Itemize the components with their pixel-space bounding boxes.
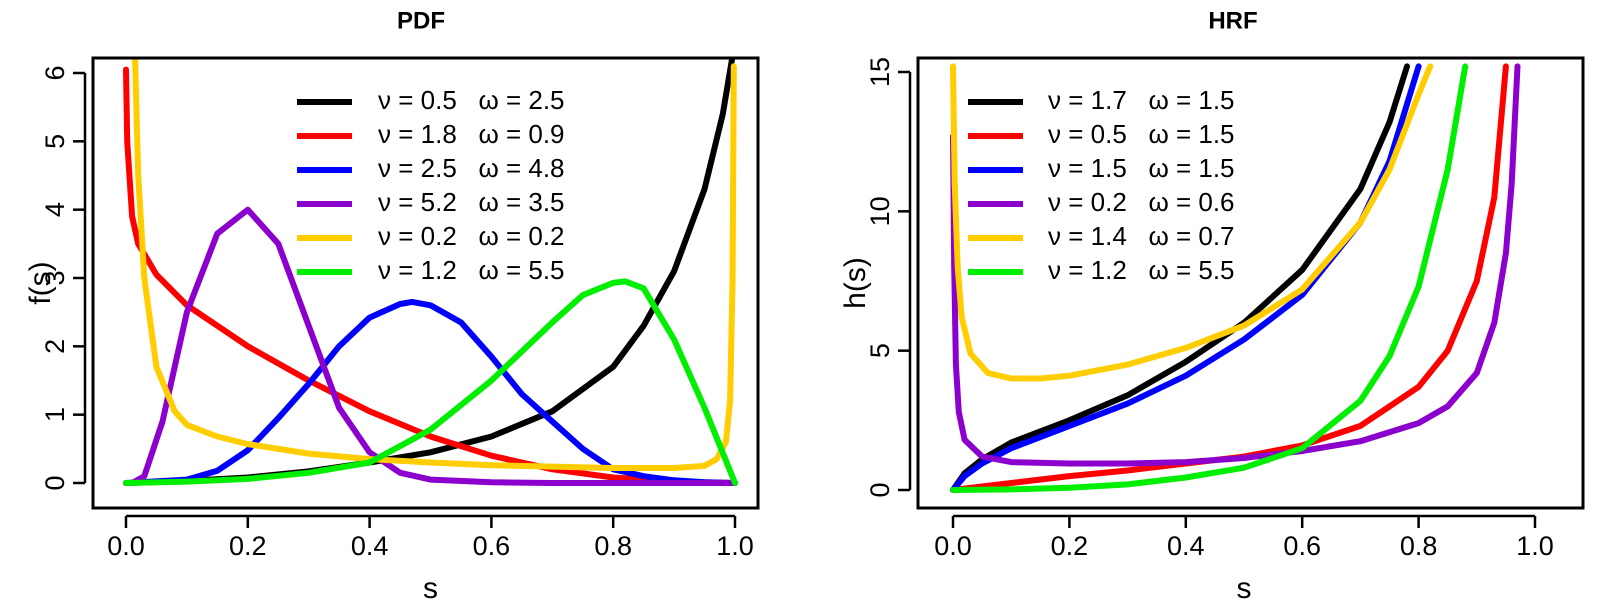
plot-frame <box>916 56 1585 510</box>
series-line-4 <box>950 63 1521 467</box>
legend-label: ν = 0.2 ω = 0.2 <box>378 221 565 251</box>
legend-label: ν = 1.2 ω = 5.5 <box>378 255 565 285</box>
series-group <box>950 63 1521 493</box>
y-axis-title: h(s) <box>839 257 872 309</box>
y-tick-label: 4 <box>40 202 70 217</box>
series-line-6 <box>123 278 738 486</box>
x-tick-label: 1.0 <box>1516 531 1554 561</box>
y-tick-label: 6 <box>40 65 70 80</box>
x-tick-label: 0.8 <box>594 531 632 561</box>
legend: ν = 0.5 ω = 2.5 ν = 1.8 ω = 0.9 ν = 2.5 ω … <box>297 85 565 285</box>
y-tick-label: 2 <box>40 339 70 354</box>
y-tick-label: 1 <box>40 407 70 422</box>
x-tick-label: 0.8 <box>1400 531 1438 561</box>
y-axis-title: f(s) <box>24 261 57 304</box>
legend-label: ν = 5.2 ω = 3.5 <box>378 187 565 217</box>
y-tick-label: 3 <box>40 270 70 285</box>
series-group <box>123 59 738 486</box>
x-tick-label: 0.6 <box>1283 531 1321 561</box>
x-axis: 0.0 0.2 0.4 0.6 0.8 1.0 <box>934 514 1554 561</box>
x-tick-label: 0.2 <box>1051 531 1089 561</box>
y-axis: 0 5 10 15 <box>865 57 912 498</box>
legend-label: ν = 0.5 ω = 2.5 <box>378 85 565 115</box>
plot-frame <box>91 56 760 510</box>
legend-label: ν = 1.5 ω = 1.5 <box>1048 153 1235 183</box>
chart-title: PDF <box>397 7 445 34</box>
x-tick-label: 0.2 <box>229 531 267 561</box>
chart-title: HRF <box>1208 7 1257 34</box>
x-tick-label: 0.4 <box>1167 531 1205 561</box>
x-axis: 0.0 0.2 0.4 0.6 0.8 1.0 <box>107 514 754 561</box>
x-tick-label: 0.6 <box>473 531 511 561</box>
series-line-4 <box>129 206 738 486</box>
x-axis-title: s <box>423 572 438 605</box>
series-line-3 <box>123 298 738 486</box>
series-line-6 <box>950 63 1469 493</box>
x-axis-title: s <box>1237 572 1252 605</box>
y-tick-label: 15 <box>865 57 895 87</box>
legend: ν = 1.7 ω = 1.5 ν = 0.5 ω = 1.5 ν = 1.5 ω … <box>968 85 1235 285</box>
y-axis: 0 1 2 3 4 5 6 <box>40 65 87 491</box>
legend-label: ν = 1.8 ω = 0.9 <box>378 119 565 149</box>
y-tick-label: 5 <box>865 343 895 358</box>
chart-panel-pdf: PDF 0.0 0.2 0.4 0.6 0.8 1.0 s 0 1 2 3 4 5 6 f(s) ν = 0.5… <box>24 7 760 605</box>
legend-label: ν = 1.4 ω = 0.7 <box>1048 221 1235 251</box>
x-tick-label: 1.0 <box>716 531 754 561</box>
legend-label: ν = 0.5 ω = 1.5 <box>1048 119 1235 149</box>
legend-label: ν = 1.7 ω = 1.5 <box>1048 85 1235 115</box>
legend-label: ν = 0.2 ω = 0.6 <box>1048 187 1235 217</box>
legend-label: ν = 1.2 ω = 5.5 <box>1048 255 1235 285</box>
y-tick-label: 5 <box>40 134 70 149</box>
y-tick-label: 0 <box>865 482 895 497</box>
chart-panel-hrf: HRF 0.0 0.2 0.4 0.6 0.8 1.0 s 0 5 10 15 h(s) ν = 1.7 … <box>839 7 1585 605</box>
x-tick-label: 0.0 <box>107 531 145 561</box>
y-tick-label: 0 <box>40 475 70 490</box>
legend-label: ν = 2.5 ω = 4.8 <box>378 153 565 183</box>
y-tick-label: 10 <box>865 196 895 226</box>
series-line-5 <box>950 63 1434 382</box>
series-line-1 <box>950 63 1410 493</box>
x-tick-label: 0.0 <box>934 531 972 561</box>
x-tick-label: 0.4 <box>351 531 389 561</box>
